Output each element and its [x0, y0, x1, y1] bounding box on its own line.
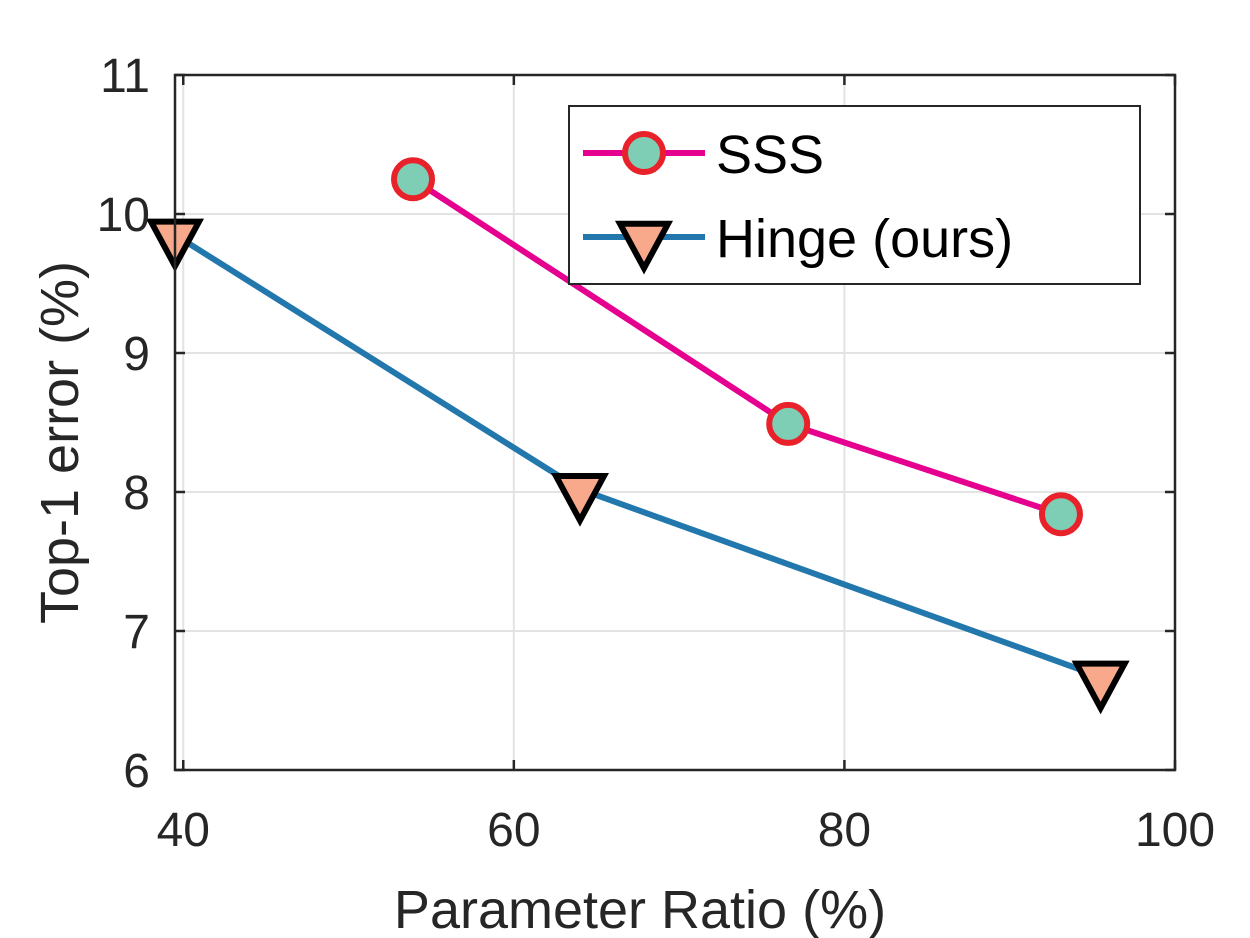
y-tick-label: 8 [123, 467, 150, 520]
x-tick-label: 100 [1135, 804, 1215, 857]
x-tick-labels: 40 60 80 100 [157, 804, 1215, 857]
data-point-sss-2 [1038, 492, 1083, 537]
data-point-hinge-2 [1071, 660, 1130, 715]
y-tick-label: 11 [100, 50, 150, 103]
x-tick-label: 60 [487, 804, 540, 857]
y-tick-label: 9 [123, 328, 150, 381]
legend-marker-sss [622, 131, 666, 175]
axis-ticks [175, 73, 1177, 772]
series-line-1 [173, 232, 1102, 680]
data-point-sss-1 [766, 401, 811, 446]
legend-box [568, 105, 1141, 285]
y-tick-label: 7 [123, 606, 150, 659]
data-point-sss-0 [391, 157, 436, 202]
series-markers [145, 157, 1130, 715]
axes-box [173, 73, 1177, 772]
x-axis-title: Parameter Ratio (%) [394, 880, 886, 938]
x-tick-label: 80 [818, 804, 871, 857]
legend-label-sss: SSS [716, 125, 824, 185]
y-tick-label: 10 [97, 189, 150, 242]
y-tick-labels: 6 7 8 9 10 11 [97, 50, 150, 798]
y-axis-title: Top-1 error (%) [30, 261, 90, 624]
x-tick-label: 40 [157, 804, 210, 857]
legend: SSS Hinge (ours) [568, 105, 1141, 285]
data-point-hinge-1 [550, 473, 609, 527]
y-tick-label: 6 [123, 745, 150, 798]
legend-marker-hinge [614, 220, 674, 275]
legend-label-hinge: Hinge (ours) [716, 209, 1013, 269]
